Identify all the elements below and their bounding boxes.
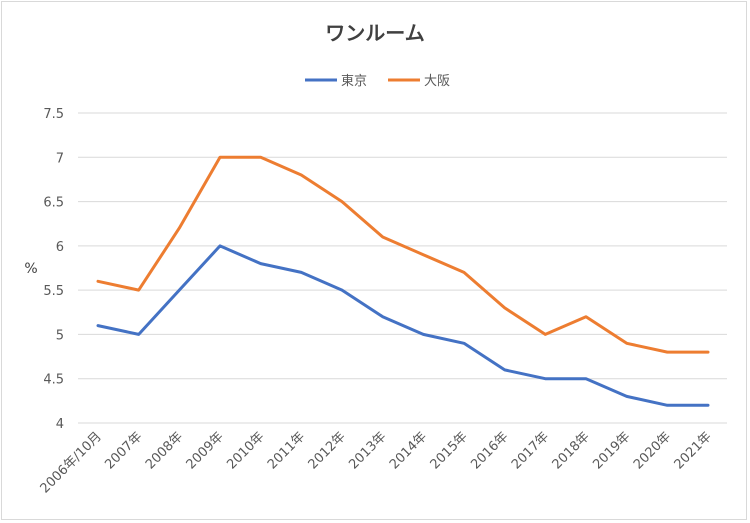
x-tick-label: 2014年: [387, 429, 430, 472]
x-tick-label: 2016年: [468, 429, 511, 472]
x-tick-label: 2021年: [672, 429, 715, 472]
y-tick-label: 6.5: [43, 196, 64, 211]
y-tick-label: 4.5: [43, 373, 64, 388]
y-axis-label: %: [24, 261, 37, 277]
y-tick-label: 4: [56, 417, 64, 432]
x-tick-label: 2009年: [184, 429, 227, 472]
series-line-tokyo: [96, 244, 710, 407]
x-tick-label: 2010年: [224, 429, 267, 472]
x-tick-label: 2011年: [265, 429, 308, 472]
x-tick-label: 2008年: [143, 429, 186, 472]
y-tick-labels: 4 4.5 5 5.5 6 6.5 7 7.5: [43, 107, 64, 432]
x-tick-label: 2012年: [306, 429, 349, 472]
y-tick-label: 7: [56, 151, 64, 166]
x-tick-label: 2006年/10月: [38, 429, 105, 496]
y-tick-label: 7.5: [43, 107, 64, 122]
chart-title: ワンルーム: [325, 21, 424, 45]
x-tick-label: 2007年: [102, 429, 145, 472]
x-tick-label: 2019年: [590, 429, 633, 472]
series-line-osaka: [96, 155, 710, 354]
x-tick-label: 2015年: [428, 429, 471, 472]
x-tick-label: 2020年: [631, 429, 674, 472]
x-tick-labels: 2006年/10月2007年2008年2009年2010年2011年2012年2…: [38, 429, 715, 496]
y-tick-label: 5: [56, 328, 64, 343]
x-tick-label: 2013年: [346, 429, 389, 472]
legend: 東京 大阪: [305, 73, 450, 89]
y-tick-label: 6: [56, 240, 64, 255]
gridlines: [78, 112, 727, 424]
series-lines: [96, 155, 710, 407]
x-tick-label: 2018年: [550, 429, 593, 472]
x-tick-label: 2017年: [509, 429, 552, 472]
legend-label-osaka: 大阪: [424, 74, 450, 89]
y-tick-label: 5.5: [43, 284, 64, 299]
legend-label-tokyo: 東京: [341, 73, 367, 89]
